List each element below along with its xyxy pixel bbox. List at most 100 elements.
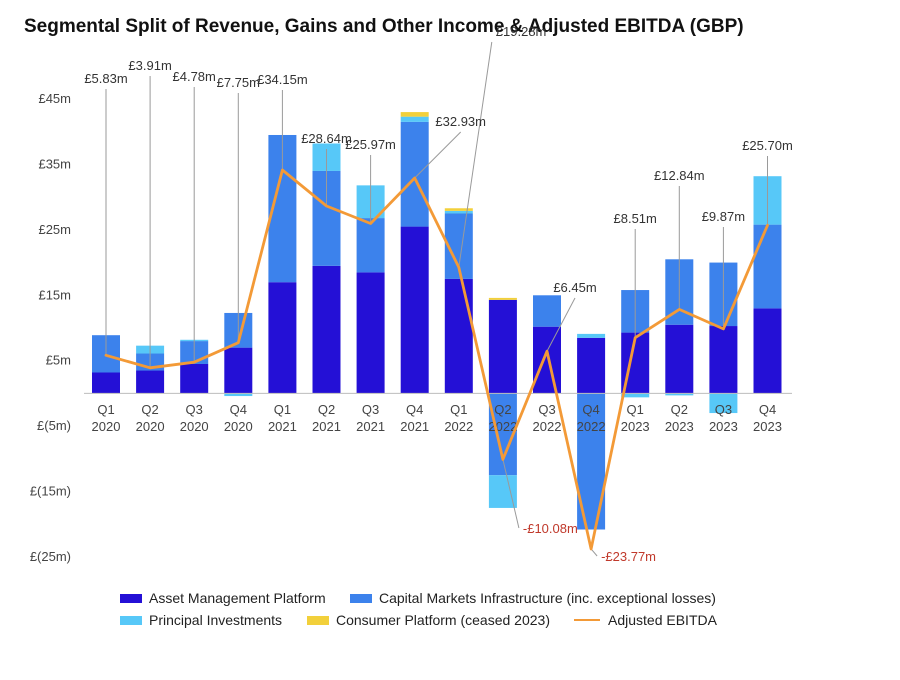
ebitda-data-label: £34.15m xyxy=(257,72,308,87)
bar-segment xyxy=(92,372,120,394)
ebitda-data-label: £32.93m xyxy=(435,114,486,129)
legend-swatch xyxy=(120,616,142,625)
x-tick-year: 2022 xyxy=(444,419,473,434)
bar-segment xyxy=(180,363,209,394)
ebitda-data-label: £4.78m xyxy=(173,69,216,84)
legend: Asset Management Platform Capital Markets… xyxy=(120,590,718,628)
x-tick-quarter: Q2 xyxy=(494,402,511,417)
bar-segment xyxy=(400,112,429,117)
x-tick-year: 2021 xyxy=(356,419,385,434)
x-tick-year: 2020 xyxy=(92,419,121,434)
bar-segment xyxy=(444,208,473,211)
x-tick-year: 2020 xyxy=(180,419,209,434)
x-tick-year: 2023 xyxy=(753,419,782,434)
bar-segment xyxy=(224,393,253,397)
bar-segment xyxy=(533,295,561,327)
x-tick-quarter: Q4 xyxy=(230,402,247,417)
ebitda-data-label: £9.87m xyxy=(702,209,745,224)
bar-segment xyxy=(488,299,517,394)
bar-segment xyxy=(444,210,473,214)
x-tick-year: 2022 xyxy=(533,419,562,434)
bar-segment xyxy=(709,393,738,414)
legend-swatch xyxy=(350,594,372,603)
x-tick-quarter: Q3 xyxy=(186,402,203,417)
bar-segment xyxy=(577,337,606,394)
x-tick-quarter: Q2 xyxy=(141,402,158,417)
ebitda-line-group xyxy=(104,168,769,551)
legend-label: Capital Markets Infrastructure (inc. exc… xyxy=(379,590,716,606)
x-tick-quarter: Q1 xyxy=(627,402,644,417)
bar-segment xyxy=(312,265,341,394)
x-tick-quarter: Q3 xyxy=(538,402,555,417)
ebitda-data-label: £12.84m xyxy=(654,168,705,183)
x-tick-quarter: Q1 xyxy=(274,402,291,417)
x-tick-quarter: Q3 xyxy=(362,402,379,417)
ebitda-data-label: £7.75m xyxy=(217,75,260,90)
bar-segment xyxy=(621,393,650,398)
bar-stacks xyxy=(92,112,782,530)
x-tick-quarter: Q1 xyxy=(97,402,114,417)
ebitda-data-label: £6.45m xyxy=(553,280,596,295)
bar-segment xyxy=(356,218,385,273)
label-leader xyxy=(502,459,520,529)
legend-label: Asset Management Platform xyxy=(149,590,326,606)
y-tick-label: £5m xyxy=(46,353,71,368)
x-tick-quarter: Q4 xyxy=(582,402,599,417)
ebitda-data-label: £25.70m xyxy=(742,138,793,153)
x-tick-year: 2022 xyxy=(577,419,606,434)
bar-segment xyxy=(709,326,738,394)
x-tick-quarter: Q2 xyxy=(671,402,688,417)
legend-label: Adjusted EBITDA xyxy=(608,612,718,628)
bar-segment xyxy=(488,297,517,300)
legend-swatch xyxy=(307,616,329,625)
y-tick-label: £(15m) xyxy=(30,484,71,499)
x-axis: Q1 2020 Q2 2020 Q3 2020 Q4 2020 Q1 2021 Q2 2021 Q3 20… xyxy=(92,402,782,434)
bar-segment xyxy=(356,272,385,394)
ebitda-data-label: -£23.77m xyxy=(601,549,656,564)
ebitda-data-label: -£10.08m xyxy=(523,521,578,536)
ebitda-data-label: £19.28m xyxy=(496,24,547,39)
ebitda-data-labels: £5.83m£3.91m£4.78m £7.75m£34.15m£28.64m£2… xyxy=(84,24,792,564)
bar-segment xyxy=(665,393,694,396)
x-tick-year: 2023 xyxy=(709,419,738,434)
ebitda-data-label: £25.97m xyxy=(345,137,396,152)
bar-segment xyxy=(136,370,165,394)
x-tick-quarter: Q1 xyxy=(450,402,467,417)
bar-segment xyxy=(665,324,694,394)
legend-label: Principal Investments xyxy=(149,612,282,628)
chart-title: Segmental Split of Revenue, Gains and Ot… xyxy=(24,16,744,37)
label-leader xyxy=(546,297,576,352)
legend-label: Consumer Platform (ceased 2023) xyxy=(336,612,550,628)
x-tick-quarter: Q2 xyxy=(318,402,335,417)
bar-segment xyxy=(400,116,429,122)
label-leader-lines xyxy=(105,41,768,557)
x-tick-quarter: Q4 xyxy=(406,402,423,417)
x-tick-year: 2023 xyxy=(621,419,650,434)
x-tick-year: 2023 xyxy=(665,419,694,434)
ebitda-data-label: £5.83m xyxy=(84,71,127,86)
y-tick-label: £35m xyxy=(38,156,71,171)
bar-segment xyxy=(400,226,429,394)
label-leader xyxy=(414,131,462,179)
bar-segment xyxy=(400,121,429,227)
label-leader xyxy=(590,548,598,557)
bar-segment xyxy=(444,278,473,394)
bar-segment xyxy=(753,224,782,309)
y-tick-label: £45m xyxy=(38,91,71,106)
y-tick-label: £(5m) xyxy=(37,418,71,433)
ebitda-line xyxy=(104,168,769,551)
bar-segment xyxy=(533,326,561,394)
x-tick-quarter: Q4 xyxy=(759,402,776,417)
x-tick-year: 2021 xyxy=(268,419,297,434)
bar-segment xyxy=(224,347,253,394)
label-leader xyxy=(458,41,493,268)
x-tick-quarter: Q3 xyxy=(715,402,732,417)
bar-segment xyxy=(268,282,297,394)
ebitda-data-label: £28.64m xyxy=(301,131,352,146)
y-tick-label: £25m xyxy=(38,222,71,237)
x-tick-year: 2020 xyxy=(224,419,253,434)
y-tick-label: £(25m) xyxy=(30,549,71,564)
x-tick-year: 2021 xyxy=(312,419,341,434)
x-tick-year: 2021 xyxy=(400,419,429,434)
